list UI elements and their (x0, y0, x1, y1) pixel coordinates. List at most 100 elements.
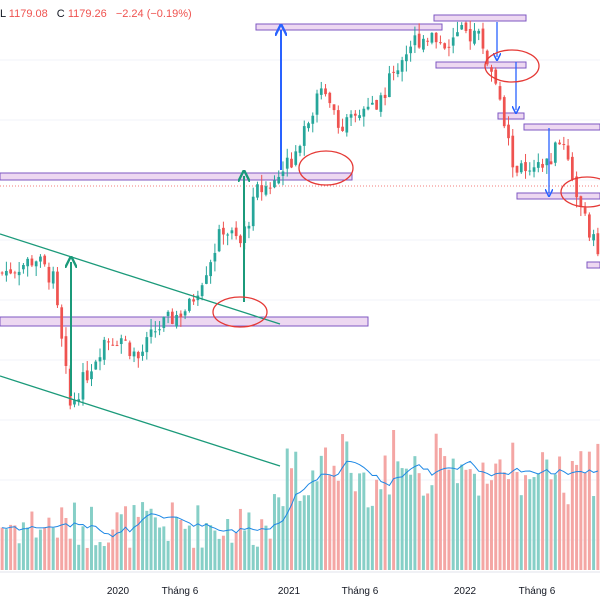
candle-body (158, 329, 161, 331)
volume-bar (234, 532, 238, 570)
candle-body (328, 92, 332, 104)
volume-bar (192, 547, 196, 570)
candle-body (502, 97, 506, 127)
candle (273, 175, 276, 189)
volume-bar (434, 433, 438, 570)
volume-bar (170, 502, 174, 570)
volume-bar (426, 493, 430, 570)
volume-bar (264, 525, 268, 570)
candle (205, 266, 208, 285)
volume-bar (187, 525, 191, 570)
candle (570, 152, 574, 182)
volume-bar (175, 517, 179, 570)
volume-bar (21, 522, 25, 570)
candle-body (528, 170, 532, 172)
volume-bar (9, 524, 13, 570)
candle (524, 153, 527, 179)
candle-body (430, 32, 434, 43)
candle (426, 37, 430, 46)
candle-body (179, 313, 183, 318)
candle (175, 310, 178, 329)
volume-bar (285, 448, 289, 570)
volume-bar (145, 510, 149, 570)
volume-bar (460, 464, 464, 570)
candle (405, 45, 408, 72)
candle (90, 364, 93, 387)
candle-body (417, 33, 421, 48)
candle (285, 148, 289, 177)
candle (268, 182, 272, 195)
candle-body (315, 93, 319, 115)
candle (439, 35, 442, 45)
candle-body (588, 214, 591, 238)
candle (370, 95, 374, 105)
zones (0, 14, 600, 327)
candle-body (366, 106, 370, 110)
candle (566, 138, 570, 162)
candle-body (434, 32, 438, 43)
candle (485, 49, 489, 67)
candle (443, 42, 447, 50)
volume-bar (196, 505, 200, 570)
candle (47, 262, 51, 290)
candle-body (124, 339, 127, 341)
candle-body (205, 275, 208, 284)
candle (315, 89, 319, 123)
candle (575, 171, 578, 208)
candle (51, 266, 55, 289)
highlight-circles (212, 49, 600, 328)
candle-body (281, 171, 285, 176)
candle (460, 22, 464, 31)
candle-body (422, 38, 425, 50)
candle-body (498, 86, 502, 100)
candle-body (345, 117, 349, 133)
candle (336, 105, 340, 134)
candle (507, 116, 510, 146)
candle-body (562, 144, 566, 146)
x-tick-label: 2021 (278, 586, 301, 597)
candle-body (43, 255, 47, 265)
volume-bar (260, 519, 264, 570)
volume-bar (502, 472, 506, 570)
candle (251, 187, 255, 231)
ohlc-legend: L 1179.08 C 1179.26 −2.24 (−0.19%) (0, 8, 198, 20)
candle-body (17, 271, 21, 276)
volume-bar (481, 462, 485, 570)
candle (413, 26, 417, 54)
candle (528, 162, 532, 176)
candle-body (141, 351, 144, 356)
volume-bar (375, 479, 379, 570)
zone-resistance-top (255, 23, 443, 31)
volume-bar (132, 505, 136, 570)
candle-body (443, 43, 447, 49)
candle (153, 321, 157, 338)
volume-bar (379, 489, 383, 570)
candle (388, 65, 391, 98)
candle (502, 95, 506, 129)
candle-body (39, 256, 42, 262)
volume-bar (358, 473, 362, 570)
candle-body (188, 298, 191, 311)
candle-body (311, 115, 315, 124)
circle-top-break (484, 49, 540, 83)
x-tick-label: Tháng 6 (162, 586, 199, 597)
candle (247, 221, 251, 239)
candle (324, 84, 327, 97)
candle-body (60, 307, 64, 339)
candle-body (166, 311, 170, 316)
candle (477, 28, 481, 41)
candle (200, 282, 204, 301)
volume-bars (0, 430, 600, 570)
volume-bar (209, 525, 213, 570)
candle-body (319, 88, 323, 95)
volume-bar (238, 508, 242, 570)
candle (473, 23, 476, 46)
change-value: −2.24 (−0.19%) (115, 8, 192, 20)
volume-bar (485, 483, 489, 570)
volume-bar (64, 517, 68, 570)
volume-bar (226, 519, 230, 570)
candle-body (405, 54, 408, 62)
volume-bar (472, 473, 476, 570)
volume-bar (281, 506, 285, 570)
